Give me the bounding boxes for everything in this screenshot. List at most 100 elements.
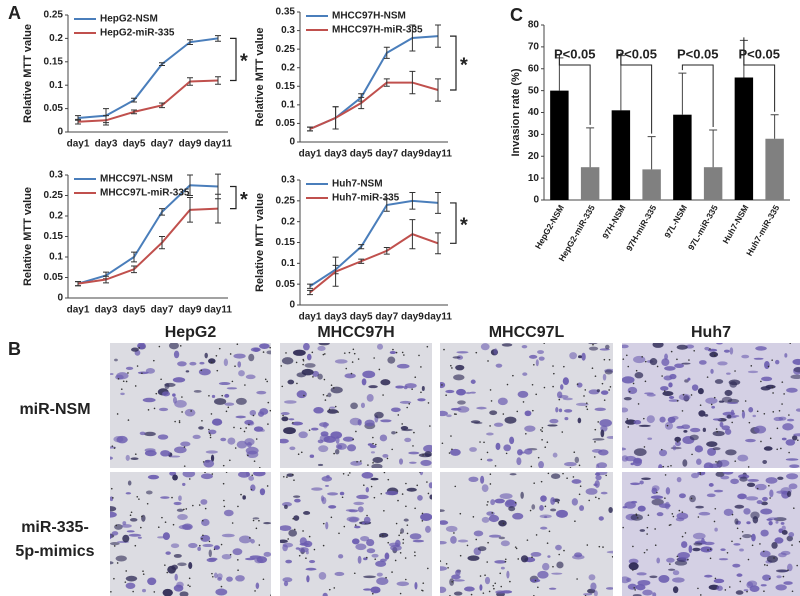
pore — [357, 358, 360, 360]
cell — [737, 493, 747, 500]
pore — [583, 395, 585, 397]
cell — [517, 449, 523, 456]
pore — [287, 538, 289, 540]
pore — [352, 348, 355, 351]
cell — [712, 418, 722, 421]
pore — [643, 551, 646, 554]
error-bar — [159, 102, 165, 109]
pore — [385, 576, 387, 579]
pore — [664, 474, 667, 476]
cell — [531, 504, 536, 510]
pore — [183, 508, 185, 511]
cell — [649, 358, 658, 366]
pore — [637, 403, 640, 405]
x-tick-label: day3 — [324, 312, 347, 323]
pore — [781, 381, 784, 383]
pore — [710, 403, 713, 406]
cell — [477, 546, 487, 552]
pore — [441, 442, 444, 445]
cell — [563, 409, 573, 413]
cell — [226, 576, 233, 582]
cell — [242, 495, 246, 500]
cell — [382, 453, 389, 458]
pore — [769, 497, 771, 499]
cell — [479, 584, 483, 591]
pore — [514, 546, 517, 548]
cell — [366, 548, 376, 554]
cell — [593, 483, 598, 487]
pore — [370, 485, 373, 488]
y-tick-label: 80 — [528, 20, 540, 31]
cell — [608, 506, 613, 514]
x-tick-label: day1 — [299, 312, 322, 323]
pore — [419, 472, 421, 473]
cell — [768, 520, 773, 526]
cell — [574, 456, 580, 464]
pore — [254, 590, 256, 592]
pore — [591, 367, 594, 370]
cell — [490, 499, 496, 506]
cell — [698, 410, 706, 417]
pore — [401, 493, 404, 495]
error-bar — [435, 232, 441, 255]
pore — [367, 464, 369, 466]
cell — [197, 546, 201, 551]
cell — [785, 458, 799, 461]
cell — [129, 517, 138, 522]
cell — [677, 552, 690, 559]
pore — [654, 544, 657, 546]
significance-mark: * — [240, 51, 248, 73]
cell — [734, 504, 745, 509]
y-tick-label: 0.05 — [276, 118, 296, 129]
error-bar — [187, 197, 193, 223]
x-tick-label: day9 — [179, 305, 202, 316]
cell — [125, 575, 138, 582]
cell — [753, 357, 764, 360]
cell — [674, 363, 685, 368]
cell — [627, 386, 638, 395]
pore — [280, 365, 283, 367]
pore — [161, 516, 163, 519]
pore — [494, 582, 497, 585]
cell — [600, 390, 609, 395]
cell — [256, 390, 267, 395]
cell — [598, 449, 609, 456]
cell — [651, 485, 660, 492]
cell — [255, 582, 260, 590]
pore — [681, 511, 684, 513]
pore — [395, 522, 398, 525]
x-tick-label: day9 — [179, 139, 202, 150]
cell — [593, 590, 598, 596]
cell — [327, 492, 339, 496]
cell — [282, 577, 293, 583]
pore — [688, 359, 690, 361]
pore — [569, 467, 572, 468]
x-tick-label: day9 — [401, 312, 424, 323]
pore — [134, 385, 137, 387]
error-bar — [358, 96, 365, 110]
cell — [765, 477, 778, 484]
pore — [533, 482, 535, 484]
cell — [235, 575, 245, 582]
cell — [174, 573, 178, 581]
cell — [237, 361, 242, 368]
pore — [229, 553, 232, 556]
pore — [552, 385, 554, 388]
cell — [761, 376, 773, 382]
cell — [760, 584, 767, 587]
y-axis-label: Relative MTT value — [254, 193, 266, 292]
cell — [223, 358, 228, 367]
pore — [530, 465, 533, 468]
error-bar — [215, 76, 221, 85]
cell — [329, 406, 336, 409]
pore — [488, 590, 491, 593]
pore — [293, 479, 295, 481]
pore — [391, 571, 393, 573]
pore — [475, 538, 478, 541]
pore — [470, 593, 473, 596]
legend-label: HepG2-NSM — [100, 14, 158, 25]
pore — [663, 390, 666, 392]
cell — [500, 540, 510, 547]
pore — [153, 359, 155, 362]
cell — [505, 499, 515, 506]
